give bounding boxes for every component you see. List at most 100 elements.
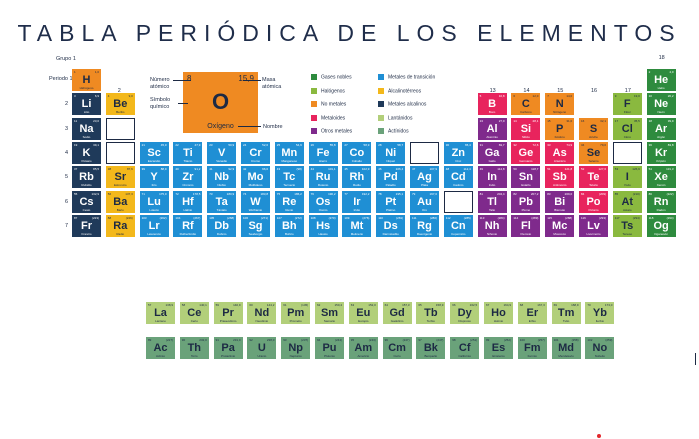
element-re[interactable]: 75 186,2 Re Renio	[274, 190, 304, 213]
key-element-oxygen[interactable]: 8 15,9 O Oxígeno	[183, 72, 258, 133]
element-pm[interactable]: 61 (145) Pm Prometio	[281, 302, 311, 324]
element-lu[interactable]: 71 175,0 Lu Lutecio	[139, 190, 169, 213]
element-xe[interactable]: 54 131,3 Xe Xenón	[646, 166, 676, 189]
element-zr[interactable]: 40 91,2 Zr Circonio	[173, 166, 203, 189]
element-es[interactable]: 99 (252) Es Einstenio	[484, 337, 513, 359]
element-be[interactable]: 4 9,0 Be Berilio	[105, 93, 135, 116]
element-md[interactable]: 101 (258) Md Mendelevio	[551, 337, 581, 359]
element-sg[interactable]: 106 (271) Sg Seaborgio	[241, 214, 270, 237]
element-ho[interactable]: 67 164,9 Ho Holmio	[484, 302, 513, 324]
element-u[interactable]: 92 238,0 U Uranio	[247, 337, 277, 359]
element-am[interactable]: 95 (243) Am Americio	[348, 337, 378, 359]
element-rg[interactable]: 111 (280) Rg Roentgenio	[410, 214, 439, 237]
element-v[interactable]: 23 50,9 V Vanadio	[207, 141, 237, 164]
element-po[interactable]: 84 (209) Po Polonio	[579, 190, 608, 213]
element-rb[interactable]: 37 85,5 Rb Rubidio	[72, 166, 101, 189]
element-ac[interactable]: 89 (227) Ac Actinio	[146, 337, 175, 359]
element-pt[interactable]: 78 195,1 Pt Platino	[376, 190, 406, 213]
element-c[interactable]: 6 12,0 C Carbono	[511, 93, 541, 116]
element-sm[interactable]: 62 150,4 Sm Samario	[315, 302, 344, 324]
element-f[interactable]: 9 19,0 F Flúor	[612, 93, 642, 116]
element-bh[interactable]: 107 (272) Bh Bohrio	[274, 214, 304, 237]
element-fl[interactable]: 114 (289) Fl Flerovio	[511, 214, 541, 237]
element-nb[interactable]: 41 92,9 Nb Niobio	[207, 166, 237, 189]
element-th[interactable]: 90 232,0 Th Torio	[179, 337, 209, 359]
element-og[interactable]: 118 (294) Og Oganesón	[646, 214, 676, 237]
element-eu[interactable]: 63 152,0 Eu Europio	[348, 302, 378, 324]
element-au[interactable]: 79 197,0 Au Oro	[410, 190, 439, 213]
element-cd[interactable]: 48 112,4 Cd Cadmio	[443, 166, 473, 189]
element-tl[interactable]: 81 204,4 Tl Talio	[477, 190, 507, 213]
element-tm[interactable]: 69 168,9 Tm Tulio	[551, 302, 581, 324]
element-gd[interactable]: 64 157,3 Gd Gadolinio	[382, 302, 412, 324]
element-nd[interactable]: 60 144,2 Nd Neodimio	[247, 302, 277, 324]
element-ru[interactable]: 44 101,1 Ru Rutenio	[308, 166, 338, 189]
element-pu[interactable]: 94 (244) Pu Plutonio	[315, 337, 344, 359]
element-sc[interactable]: 21 45,0 Sc Escandio	[139, 141, 169, 164]
element-cf[interactable]: 98 (251) Cf Californio	[450, 337, 480, 359]
element-ge[interactable]: 32 72,6 Ge Germanio	[511, 141, 541, 164]
element-hs[interactable]: 108 (270) Hs Hassio	[308, 214, 338, 237]
element-la[interactable]: 57 138,9 La Lantano	[146, 302, 175, 324]
element-ds[interactable]: 110 (281) Ds Darmstadtio	[376, 214, 406, 237]
element-ta[interactable]: 73 180,9 Ta Tántalo	[207, 190, 237, 213]
element-cs[interactable]: 55 132,9 Cs Cesio	[72, 190, 101, 213]
element-np[interactable]: 93 (237) Np Neptunio	[281, 337, 311, 359]
element-he[interactable]: 2 4,0 He Helio	[646, 69, 676, 91]
element-b[interactable]: 5 10,8 B Boro	[477, 93, 507, 116]
element-pb[interactable]: 82 207,2 Pb Plomo	[511, 190, 541, 213]
element-fe[interactable]: 26 55,8 Fe Hierro	[308, 141, 338, 164]
element-ar[interactable]: 18 39,9 Ar Argón	[646, 117, 676, 140]
element-zn[interactable]: 30 65,4 Zn Cinc	[443, 141, 473, 164]
element-bi[interactable]: 83 209,0 Bi Bismuto	[545, 190, 575, 213]
element-in[interactable]: 49 114,8 In Indio	[477, 166, 507, 189]
element-ag[interactable]: 47 107,9 Ag Plata	[410, 166, 439, 189]
element-tc[interactable]: 43 (98) Tc Tecnecio	[274, 166, 304, 189]
element-lr[interactable]: 103 (262) Lr Lawrencio	[139, 214, 169, 237]
element-sr[interactable]: 38 87,6 Sr Estroncio	[105, 166, 135, 189]
element-pa[interactable]: 91 231,0 Pa Protactinio	[213, 337, 243, 359]
element-ir[interactable]: 77 192,2 Ir Iridio	[342, 190, 372, 213]
element-h[interactable]: 1 1,0 H Hidrógeno	[72, 69, 101, 91]
element-p[interactable]: 15 31,0 P Fósforo	[545, 117, 575, 140]
element-ne[interactable]: 10 20,2 Ne Neón	[646, 93, 676, 116]
element-w[interactable]: 74 183,8 W Wolframio	[241, 190, 270, 213]
element-no[interactable]: 102 (259) No Nobelio	[585, 337, 615, 359]
element-cl[interactable]: 17 35,5 Cl Cloro	[612, 117, 642, 140]
element-na[interactable]: 11 23,0 Na Sodio	[72, 117, 101, 140]
element-fm[interactable]: 100 (257) Fm Fermio	[517, 337, 547, 359]
element-mc[interactable]: 115 (288) Mc Moscovio	[545, 214, 575, 237]
element-lv[interactable]: 116 (293) Lv Livermorio	[579, 214, 608, 237]
element-cr[interactable]: 24 52,0 Cr Cromo	[241, 141, 270, 164]
element-cm[interactable]: 96 (247) Cm Curio	[382, 337, 412, 359]
element-tb[interactable]: 65 158,9 Tb Terbio	[416, 302, 446, 324]
element-mo[interactable]: 42 96,0 Mo Molibdeno	[241, 166, 270, 189]
element-fr[interactable]: 87 (223) Fr Francio	[72, 214, 101, 237]
element-se[interactable]: 34 79,0 Se Selenio	[579, 141, 608, 164]
element-as[interactable]: 33 74,9 As Arsénico	[545, 141, 575, 164]
element-os[interactable]: 76 190,2 Os Osmio	[308, 190, 338, 213]
element-ts[interactable]: 117 (294) Ts Teneso	[612, 214, 642, 237]
element-yb[interactable]: 70 173,0 Yb Iterbio	[585, 302, 615, 324]
element-k[interactable]: 19 39,1 K Potasio	[72, 141, 101, 164]
element-ga[interactable]: 31 69,7 Ga Galio	[477, 141, 507, 164]
element-ti[interactable]: 22 47,9 Ti Titanio	[173, 141, 203, 164]
element-n[interactable]: 7 14,0 N Nitrógeno	[545, 93, 575, 116]
element-mt[interactable]: 109 (276) Mt Meitnerio	[342, 214, 372, 237]
element-db[interactable]: 105 (268) Db Dubnio	[207, 214, 237, 237]
element-s[interactable]: 16 32,1 S Azufre	[579, 117, 608, 140]
element-at[interactable]: 85 (210) At Astato	[612, 190, 642, 213]
element-rh[interactable]: 45 102,9 Rh Rodio	[342, 166, 372, 189]
element-sb[interactable]: 51 121,8 Sb Antimonio	[545, 166, 575, 189]
element-ce[interactable]: 58 140,1 Ce Cerio	[179, 302, 209, 324]
element-pd[interactable]: 46 106,4 Pd Paladio	[376, 166, 406, 189]
element-cn[interactable]: 112 (285) Cn Copernicio	[443, 214, 473, 237]
element-er[interactable]: 68 167,3 Er Erbio	[517, 302, 547, 324]
element-kr[interactable]: 36 83,8 Kr Kriptón	[646, 141, 676, 164]
element-mn[interactable]: 25 54,9 Mn Manganeso	[274, 141, 304, 164]
element-te[interactable]: 52 127,6 Te Telurio	[579, 166, 608, 189]
element-nh[interactable]: 113 (284) Nh Nihonio	[477, 214, 507, 237]
element-pr[interactable]: 59 140,9 Pr Praseodimio	[213, 302, 243, 324]
element-dy[interactable]: 66 162,5 Dy Disprosio	[450, 302, 480, 324]
element-rf[interactable]: 104 (267) Rf Rutherfordio	[173, 214, 203, 237]
